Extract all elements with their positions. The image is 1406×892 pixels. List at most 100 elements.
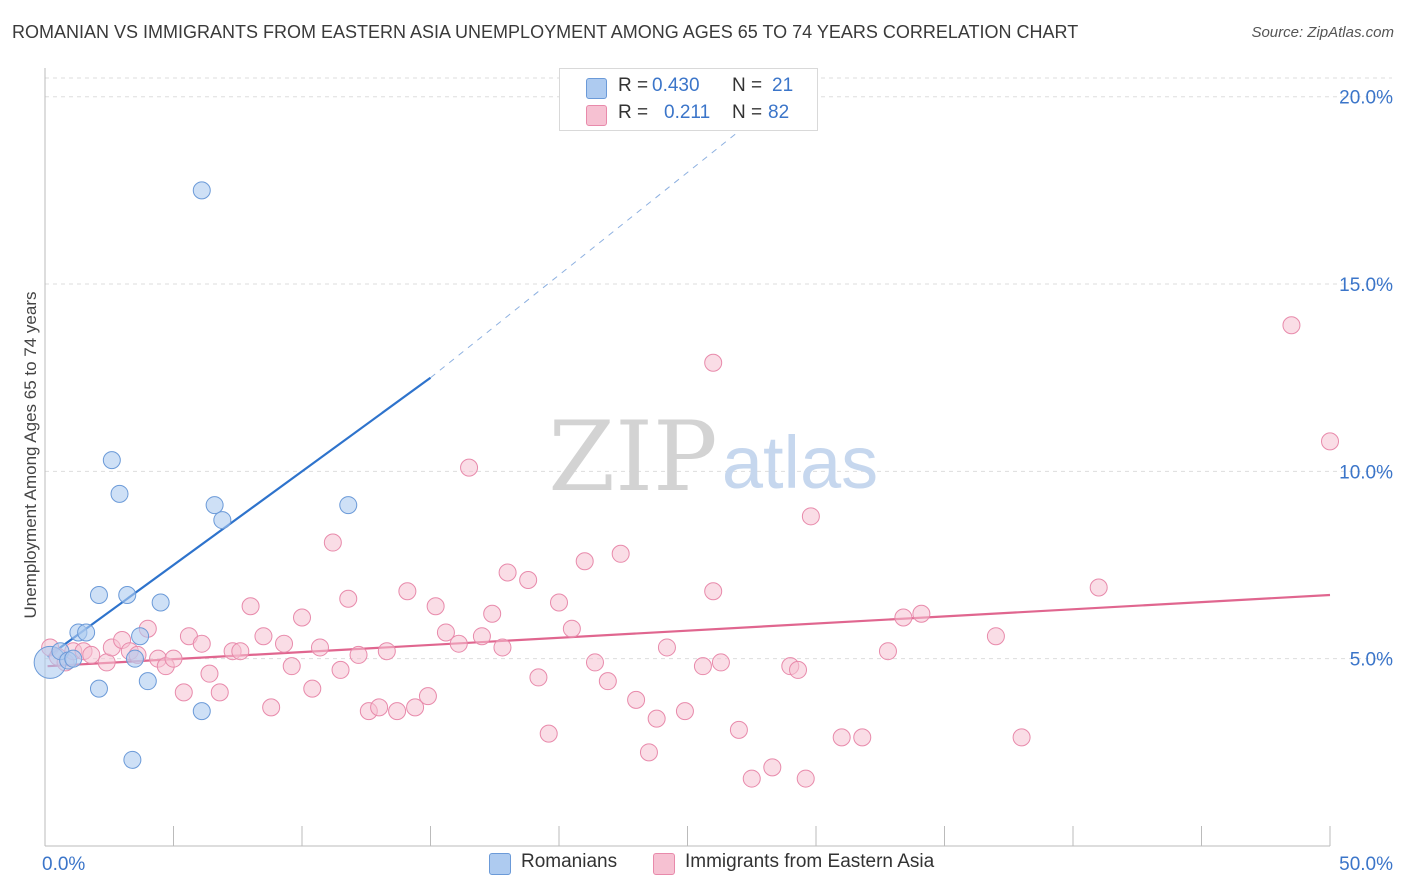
romanians-point xyxy=(213,511,232,530)
romanians-trend-line xyxy=(46,376,432,658)
y-tick-label: 10.0% xyxy=(1339,462,1393,483)
romanians-points xyxy=(33,181,358,769)
immigrants-point xyxy=(426,597,445,616)
romanians-point xyxy=(64,649,83,668)
immigrants-point xyxy=(878,642,897,661)
immigrants-point xyxy=(377,642,396,661)
immigrants-point xyxy=(275,634,294,653)
immigrants-point xyxy=(729,720,748,739)
legend-r-value-immigrants: 0.211 xyxy=(664,102,711,123)
romanians-point xyxy=(138,672,157,691)
immigrants-point xyxy=(1089,578,1108,597)
immigrants-point xyxy=(539,724,558,743)
immigrants-point xyxy=(853,728,872,747)
romanians-point xyxy=(192,181,211,200)
immigrants-point xyxy=(796,769,815,788)
immigrants-point xyxy=(789,660,808,679)
stats-legend: R = 0.430 N = 21 R = 0.211 N = 82 xyxy=(559,68,818,131)
immigrants-swatch xyxy=(586,105,607,126)
chart-title: ROMANIAN VS IMMIGRANTS FROM EASTERN ASIA… xyxy=(12,22,1079,42)
romanians-point xyxy=(89,679,108,698)
immigrants-point xyxy=(241,597,260,616)
y-tick-label: 20.0% xyxy=(1339,88,1393,109)
immigrants-point xyxy=(627,690,646,709)
immigrants-point xyxy=(912,604,931,623)
legend-n-label: N = xyxy=(732,102,763,123)
immigrants-point xyxy=(349,645,368,664)
immigrants-point xyxy=(436,623,455,642)
watermark-atlas: atlas xyxy=(722,421,878,504)
immigrants-point xyxy=(388,702,407,721)
romanians-point xyxy=(123,750,142,769)
immigrants-point xyxy=(894,608,913,627)
legend-n-value-immigrants: 82 xyxy=(768,102,790,123)
immigrants-point xyxy=(704,582,723,601)
immigrants-point xyxy=(323,533,342,552)
immigrants-point xyxy=(498,563,517,582)
immigrants-point xyxy=(742,769,761,788)
legend-r-value-romanians: 0.430 xyxy=(652,75,700,96)
legend-n-label: N = xyxy=(732,75,763,96)
romanians-point xyxy=(151,593,170,612)
immigrants-point xyxy=(293,608,311,627)
immigrants-point xyxy=(611,544,630,563)
immigrants-trend-line xyxy=(47,593,1331,668)
immigrants-point xyxy=(460,458,479,477)
watermark: ZIP atlas xyxy=(548,401,878,513)
immigrants-point xyxy=(303,679,322,698)
immigrants-point xyxy=(801,507,820,526)
immigrants-point xyxy=(1282,316,1301,335)
immigrants-point xyxy=(1321,432,1339,451)
immigrants-point xyxy=(585,653,604,672)
romanians-point xyxy=(110,484,129,503)
immigrants-legend-swatch xyxy=(653,853,675,875)
immigrants-point xyxy=(647,709,666,728)
y-axis-label: Unemployment Among Ages 65 to 74 years xyxy=(21,292,40,619)
source-note: Source: ZipAtlas.com xyxy=(1251,24,1394,41)
immigrants-point xyxy=(493,638,512,657)
immigrants-legend-label: Immigrants from Eastern Asia xyxy=(685,851,935,872)
romanians-swatch xyxy=(586,78,607,99)
legend-r-label: R = xyxy=(618,75,649,96)
axes xyxy=(44,68,1331,847)
x-tick-label-min: 0.0% xyxy=(42,854,85,875)
immigrants-point xyxy=(832,728,851,747)
immigrants-point xyxy=(1012,728,1031,747)
romanians-point xyxy=(205,496,224,515)
y-tick-label: 15.0% xyxy=(1339,275,1393,296)
immigrants-point xyxy=(82,645,101,664)
immigrants-point xyxy=(575,552,594,571)
immigrants-point xyxy=(657,638,676,657)
immigrants-point xyxy=(763,758,782,777)
immigrants-point xyxy=(210,683,229,702)
immigrants-point xyxy=(282,657,301,676)
immigrants-point xyxy=(675,702,694,721)
x-tick-labels: 0.0% 50.0% xyxy=(42,854,1393,875)
romanians-point xyxy=(118,585,137,604)
watermark-zip: ZIP xyxy=(548,401,717,513)
immigrants-point xyxy=(231,642,250,661)
immigrants-point xyxy=(310,638,329,657)
immigrants-point xyxy=(262,698,281,717)
immigrants-point xyxy=(406,698,425,717)
immigrants-point xyxy=(331,660,350,679)
romanians-point xyxy=(89,585,108,604)
immigrants-point xyxy=(418,687,437,706)
romanians-legend-swatch xyxy=(489,853,511,875)
immigrants-point xyxy=(200,664,219,683)
romanians-point xyxy=(339,496,358,515)
romanians-trend-extension xyxy=(430,100,778,379)
immigrants-point xyxy=(986,627,1005,646)
y-tick-labels: 5.0% 10.0% 15.0% 20.0% xyxy=(1339,88,1393,671)
immigrants-point xyxy=(339,589,358,608)
x-tick-label-max: 50.0% xyxy=(1339,854,1393,875)
immigrants-point xyxy=(711,653,730,672)
immigrants-point xyxy=(370,698,389,717)
romanians-point xyxy=(125,649,144,668)
romanians-point xyxy=(102,451,121,470)
immigrants-point xyxy=(449,634,468,653)
immigrants-point xyxy=(639,743,658,762)
immigrants-point xyxy=(472,627,491,646)
immigrants-point xyxy=(97,653,116,672)
immigrants-point xyxy=(550,593,568,612)
